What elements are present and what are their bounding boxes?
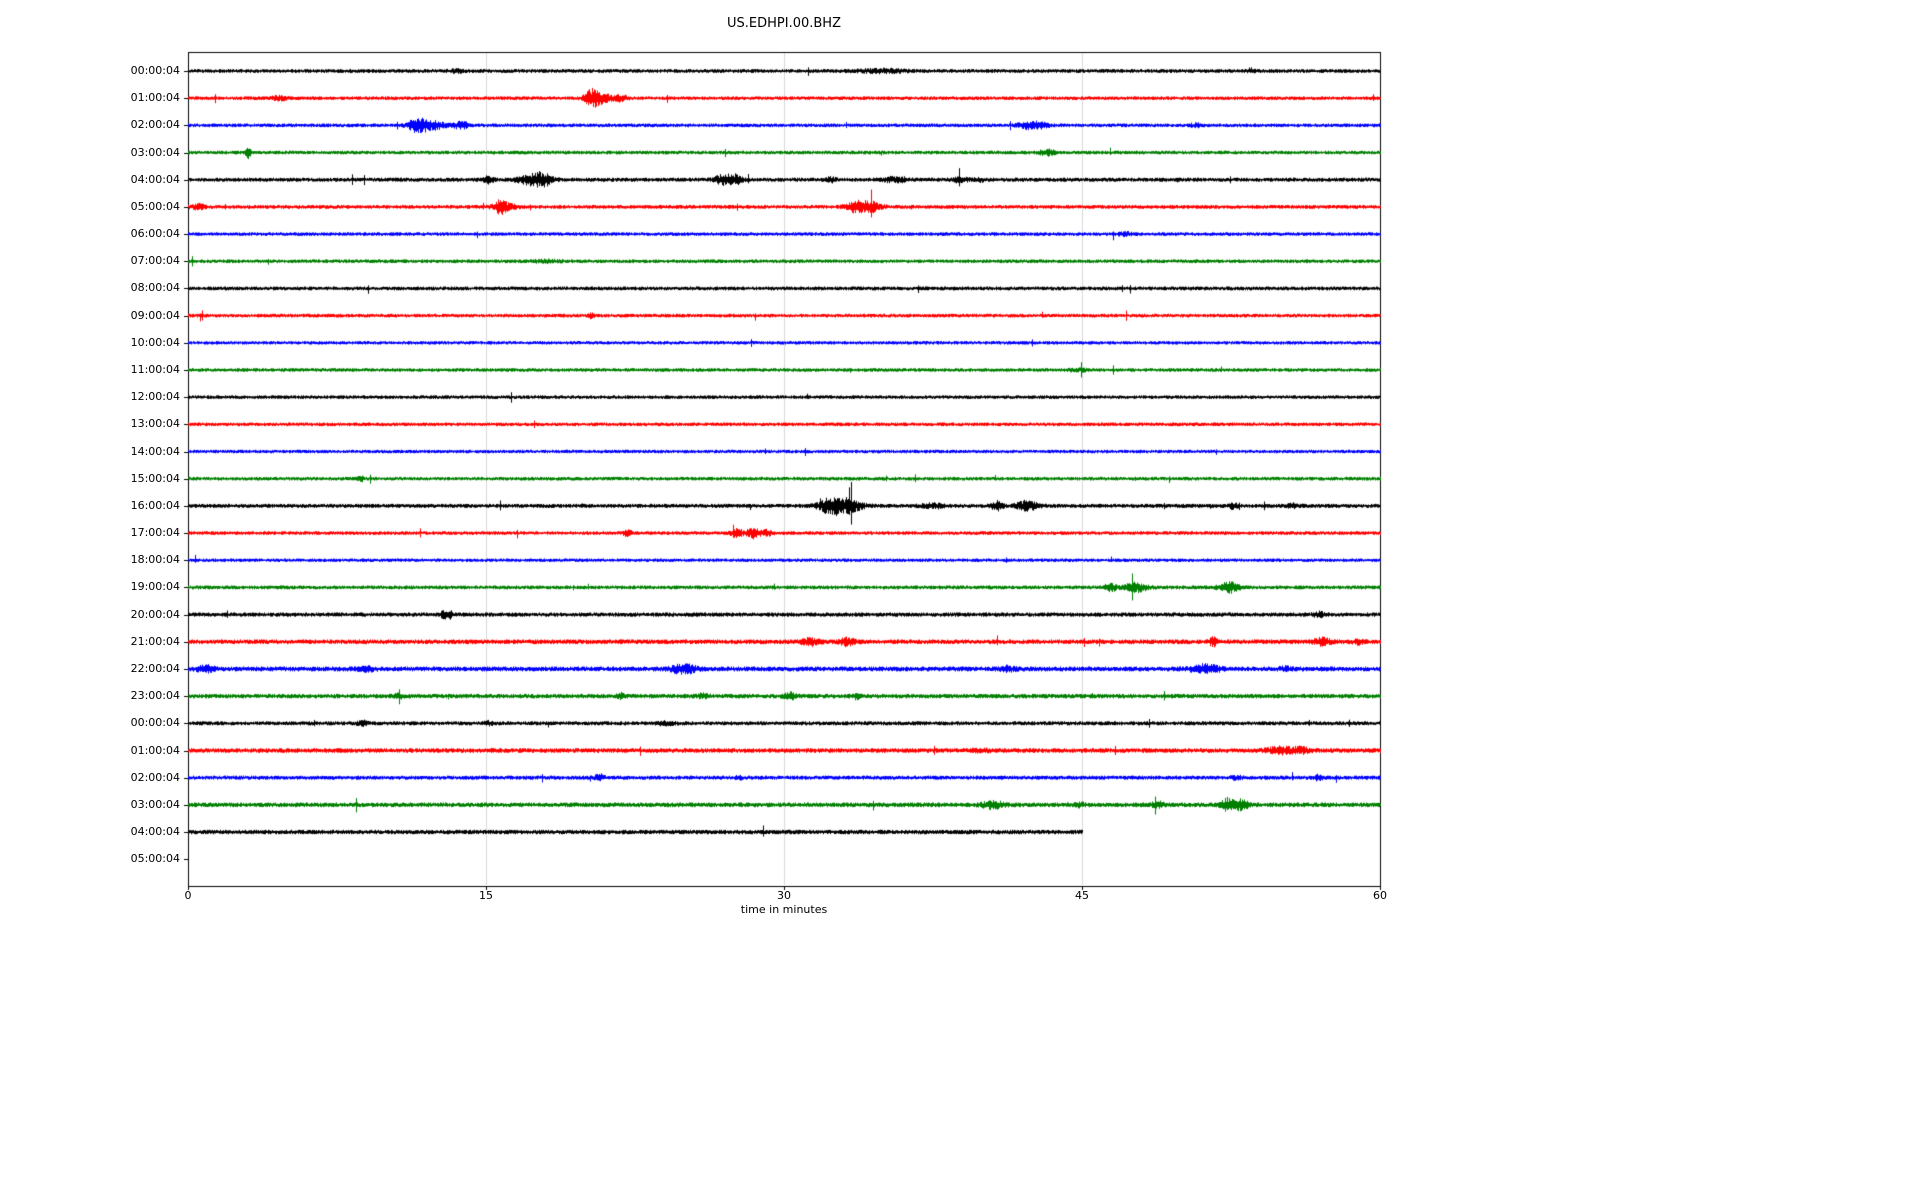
x-tick-label: 30 (777, 889, 791, 902)
y-tick-label: 22:00:04 (130, 661, 180, 675)
y-tick-label: 08:00:04 (130, 281, 180, 295)
y-tick-label: 00:00:04 (130, 64, 180, 77)
y-tick-label: 17:00:04 (130, 526, 180, 540)
y-tick-label: 12:00:04 (130, 390, 180, 404)
x-axis-title: time in minutes (740, 903, 828, 916)
chart-title: US.EDHPI.00.BHZ (727, 16, 841, 31)
y-tick-label: 14:00:04 (130, 444, 180, 458)
y-tick-label: 11:00:04 (130, 362, 180, 376)
y-tick-label: 05:00:04 (130, 199, 180, 213)
x-tick-label: 45 (1075, 889, 1089, 902)
y-tick-label: 02:00:04 (130, 118, 180, 132)
y-tick-label: 04:00:04 (130, 172, 180, 186)
y-tick-label: 21:00:04 (130, 634, 180, 648)
x-tick-label: 60 (1373, 889, 1387, 902)
y-tick-label: 00:00:04 (130, 716, 180, 730)
y-tick-label: 20:00:04 (130, 607, 180, 621)
y-tick-label: 18:00:04 (130, 553, 180, 567)
x-tick-label: 0 (184, 889, 192, 902)
y-tick-label: 10:00:04 (130, 335, 180, 349)
y-tick-label: 02:00:04 (130, 770, 180, 784)
y-tick-label: 03:00:04 (130, 797, 180, 811)
y-tick-label: 15:00:04 (130, 471, 180, 485)
y-tick-label: 16:00:04 (130, 498, 180, 512)
y-tick-label: 23:00:04 (130, 689, 180, 703)
y-tick-label: 03:00:04 (130, 145, 180, 159)
y-tick-label: 06:00:04 (130, 227, 180, 241)
y-tick-label: 13:00:04 (130, 417, 180, 431)
y-tick-label: 09:00:04 (130, 308, 180, 322)
x-tick-label: 15 (479, 889, 493, 902)
y-tick-label: 05:00:04 (130, 852, 180, 866)
y-tick-label: 01:00:04 (130, 743, 180, 757)
y-tick-label: 01:00:04 (130, 91, 180, 105)
y-tick-label: 19:00:04 (130, 580, 180, 594)
y-tick-label: 07:00:04 (130, 254, 180, 268)
y-tick-label: 04:00:04 (130, 825, 180, 839)
